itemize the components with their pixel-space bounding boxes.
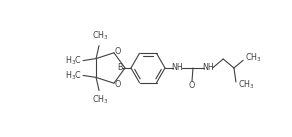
- Text: H$_3$C: H$_3$C: [65, 69, 82, 82]
- Text: CH$_3$: CH$_3$: [238, 79, 255, 91]
- Text: CH$_3$: CH$_3$: [245, 51, 262, 64]
- Text: O: O: [189, 81, 195, 89]
- Text: NH: NH: [202, 64, 214, 72]
- Text: O: O: [115, 47, 121, 56]
- Text: CH$_3$: CH$_3$: [92, 30, 109, 42]
- Text: NH: NH: [171, 64, 183, 72]
- Text: O: O: [115, 80, 121, 89]
- Text: H$_3$C: H$_3$C: [65, 54, 82, 67]
- Text: CH$_3$: CH$_3$: [92, 94, 109, 106]
- Text: B: B: [118, 64, 123, 72]
